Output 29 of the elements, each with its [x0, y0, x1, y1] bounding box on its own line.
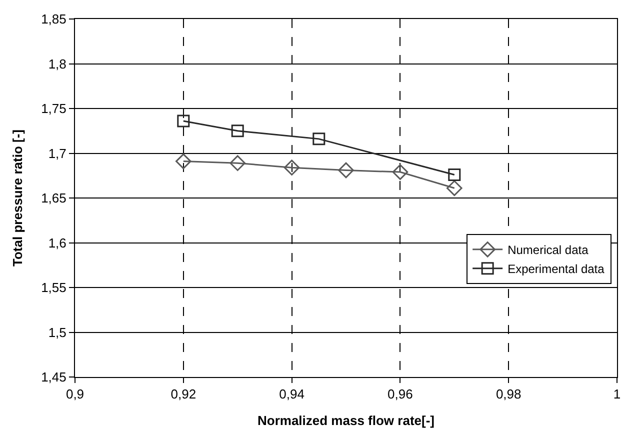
- point: [448, 168, 461, 181]
- point: [338, 162, 354, 178]
- y-tick-label: 1,8: [48, 56, 66, 72]
- point: [446, 180, 462, 196]
- y-tick-label: 1,7: [48, 146, 66, 161]
- y-tick-label: 1,6: [48, 235, 66, 250]
- point: [176, 153, 192, 170]
- x-tick-label: 0,98: [496, 386, 522, 402]
- point: [392, 164, 408, 180]
- y-tick-label: 1,55: [41, 280, 66, 296]
- point: [177, 114, 190, 128]
- point: [231, 124, 244, 138]
- x-tick-label: 0,92: [170, 386, 196, 402]
- x-tick-label: 0,9: [66, 386, 84, 402]
- x-tick-label: 0,94: [279, 386, 304, 402]
- y-tick-label: 1,75: [41, 101, 66, 116]
- y-tick-label: 1,85: [41, 12, 66, 27]
- point: [284, 160, 300, 176]
- y-axis-title: Total pressure ratio [-]: [10, 129, 26, 267]
- point: [230, 155, 246, 171]
- y-tick-label: 1,65: [41, 190, 66, 206]
- legend-label: Experimental data: [508, 262, 605, 276]
- x-tick-label: 1: [613, 386, 621, 402]
- x-tick-label: 0,96: [388, 386, 413, 402]
- y-tick-label: 1,45: [41, 370, 66, 385]
- legend-label: Numerical data: [508, 243, 589, 258]
- x-axis-title: Normalized mass flow rate[-]: [258, 413, 434, 428]
- y-tick-label: 1,5: [48, 324, 66, 340]
- point: [312, 132, 326, 146]
